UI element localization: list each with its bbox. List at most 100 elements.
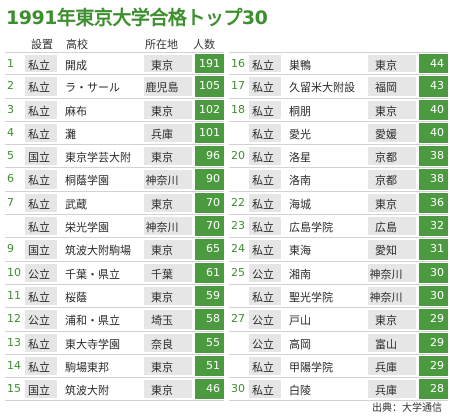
school-text: 久留米大附設 (289, 81, 355, 95)
type-cell-bg (25, 100, 57, 119)
school-text: 筑波大附駒場 (65, 244, 131, 258)
type-text: 公立 (28, 267, 50, 281)
location-cell-bg (368, 380, 416, 399)
location-text: 富山 (375, 337, 397, 351)
location-cell-bg (368, 100, 416, 119)
location-cell-bg (368, 240, 416, 259)
type-cell-bg (249, 217, 281, 236)
count-value: 30 (430, 288, 444, 302)
type-text: 国立 (28, 151, 50, 165)
table-row: 61 10 公立 千葉・県立 千葉 (5, 262, 224, 285)
school-text: 千葉・県立 (65, 267, 120, 281)
location-cell-bg (144, 170, 192, 189)
table-row: 90 6 私立 桐蔭学園 神奈川 (5, 168, 224, 192)
location-text: 東京 (151, 244, 173, 258)
school-text: 駒場東邦 (65, 360, 109, 374)
count-cell: 38 (419, 146, 448, 167)
table-row: 29 27 公立 戸山 東京 (229, 308, 448, 332)
type-text: 私立 (252, 127, 274, 141)
count-cell: 28 (419, 379, 448, 400)
location-text: 京都 (375, 151, 397, 165)
school-text: 白陵 (289, 384, 311, 398)
count-value: 29 (430, 358, 444, 372)
rank-text: 15 (7, 382, 21, 396)
table-row: 32 23 私立 広島学院 広島 (229, 215, 448, 239)
table-row: 70 7 私立 武蔵 東京 (5, 192, 224, 216)
table-row: 38 私立 洛南 京都 (229, 168, 448, 192)
school-text: 浦和・県立 (65, 314, 120, 328)
location-text: 東京 (375, 197, 397, 211)
school-text: 桐朋 (289, 104, 311, 118)
table-row: 65 9 国立 筑波大附駒場 東京 (5, 238, 224, 262)
table-row: 28 30 私立 白陵 兵庫 (229, 378, 448, 402)
location-cell-bg (144, 217, 192, 236)
table-row: 102 3 私立 麻布 東京 (5, 99, 224, 122)
school-text: 海城 (289, 197, 311, 211)
table-row: 36 22 私立 海城 東京 (229, 192, 448, 216)
type-text: 私立 (28, 81, 50, 95)
count-value: 101 (199, 125, 220, 139)
rank-text: 27 (231, 312, 245, 326)
location-cell-bg (368, 263, 416, 282)
count-value: 58 (206, 312, 220, 326)
type-text: 私立 (252, 59, 274, 72)
type-cell-bg (249, 55, 281, 73)
rank-text: 3 (7, 102, 14, 116)
location-text: 神奈川 (145, 221, 179, 235)
rank-text: 30 (231, 382, 245, 396)
count-cell: 96 (195, 146, 224, 167)
type-cell-bg (25, 333, 57, 352)
count-value: 46 (206, 382, 220, 396)
count-cell: 40 (419, 122, 448, 144)
type-cell-bg (25, 193, 57, 213)
count-cell: 191 (195, 54, 224, 74)
table-row: 105 2 私立 ラ・サール 鹿児島 (5, 75, 224, 99)
school-text: 愛光 (289, 127, 311, 141)
location-text: 東京 (151, 197, 173, 211)
location-cell-bg (144, 147, 192, 166)
location-cell-bg (368, 77, 416, 96)
count-value: 70 (206, 195, 220, 209)
type-cell-bg (249, 100, 281, 119)
type-text: 私立 (252, 221, 274, 235)
rank-text: 1 (7, 57, 14, 70)
type-cell-bg (249, 356, 281, 376)
type-cell-bg (249, 170, 281, 189)
count-value: 51 (206, 358, 220, 372)
location-text: 愛知 (375, 244, 397, 258)
count-value: 102 (199, 102, 220, 116)
school-text: 開成 (65, 59, 87, 72)
count-cell: 51 (195, 355, 224, 377)
type-cell-bg (249, 333, 281, 352)
type-text: 私立 (252, 197, 274, 211)
type-cell-bg (25, 263, 57, 282)
type-text: 国立 (28, 244, 50, 258)
table-row: 38 20 私立 洛星 京都 (229, 145, 448, 169)
type-text: 私立 (28, 197, 50, 211)
location-text: 東京 (375, 104, 397, 118)
count-value: 28 (430, 382, 444, 396)
count-value: 32 (430, 219, 444, 233)
type-cell-bg (249, 147, 281, 166)
page-title: 1991年東京大学合格トップ30 (6, 7, 268, 29)
rank-text: 17 (231, 79, 245, 93)
location-cell-bg (144, 380, 192, 399)
location-text: 愛媛 (375, 127, 397, 141)
type-cell-bg (25, 170, 57, 189)
count-value: 40 (430, 125, 444, 139)
rank-text: 12 (7, 312, 21, 326)
type-cell-bg (25, 77, 57, 96)
location-cell-bg (144, 123, 192, 143)
location-text: 京都 (375, 174, 397, 188)
type-cell-bg (249, 286, 281, 306)
location-cell-bg (368, 193, 416, 213)
ranking-table-right: 44 16 私立 巣鴨 東京 43 17 私立 久留米大附設 福岡 40 18 私立 桐朋 東京 40 私立 愛光… (229, 52, 448, 402)
school-text: 麻布 (65, 104, 87, 118)
count-value: 70 (206, 219, 220, 233)
location-cell-bg (368, 147, 416, 166)
table-row: 55 13 私立 東大寺学園 奈良 (5, 332, 224, 355)
table-row: 58 12 公立 浦和・県立 埼玉 (5, 308, 224, 332)
rank-text: 22 (231, 195, 245, 209)
rank-text: 20 (231, 149, 245, 163)
count-cell: 90 (195, 169, 224, 190)
